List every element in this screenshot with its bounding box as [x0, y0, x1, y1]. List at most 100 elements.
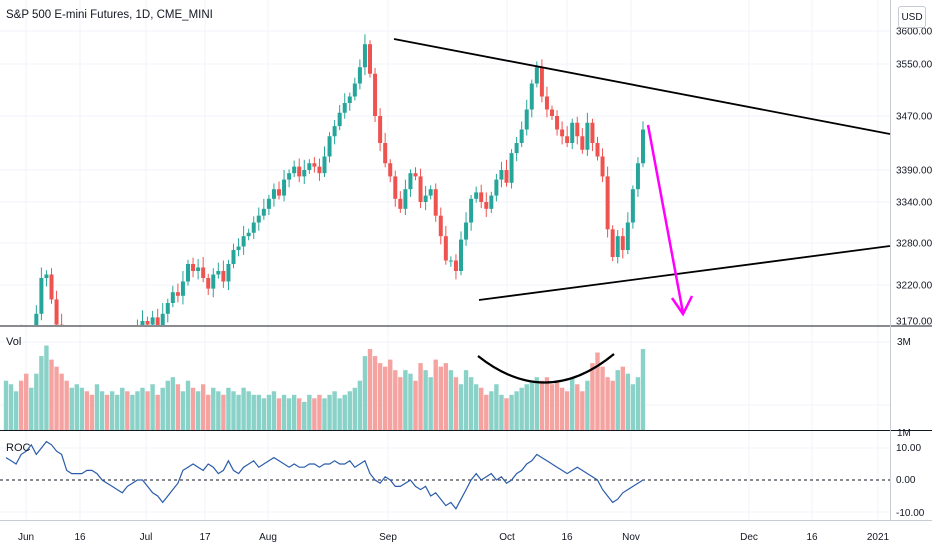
candle-body	[625, 222, 630, 250]
volume-bar	[367, 349, 373, 430]
volume-bar	[468, 377, 474, 430]
volume-bar	[89, 394, 95, 430]
candle-body	[600, 156, 605, 177]
candle-body	[211, 274, 216, 289]
candle-body	[221, 271, 226, 282]
candle-body	[302, 170, 307, 177]
candle-body	[95, 364, 99, 378]
volume-bar	[595, 352, 600, 430]
volume-bar	[549, 384, 555, 430]
candle-body	[206, 278, 211, 289]
candle-body	[635, 163, 640, 190]
time-tick-label: Aug	[259, 532, 277, 543]
price-tick-label: 3340.00	[896, 198, 932, 209]
candle-body	[514, 143, 519, 154]
candle-body	[297, 166, 302, 177]
volume-bar	[34, 373, 39, 430]
candle-body	[357, 67, 362, 84]
time-tick-label: Dec	[740, 532, 758, 543]
candle-body	[469, 198, 474, 223]
candle-body	[560, 129, 565, 137]
volume-bar	[499, 394, 504, 430]
candle-body	[246, 232, 251, 237]
volume-bar	[534, 377, 540, 430]
candle-body	[125, 343, 129, 347]
projection-arrowhead	[670, 295, 694, 317]
candle-body	[175, 292, 180, 296]
volume-bar	[206, 394, 211, 430]
volume-bar	[570, 377, 575, 430]
candle-body	[610, 229, 615, 257]
candle-body	[438, 215, 443, 237]
candle-body	[44, 274, 49, 278]
candle-body	[347, 96, 352, 103]
volume-bar	[160, 387, 165, 430]
price-tick-label: 3470.00	[896, 112, 932, 123]
candle-body	[453, 260, 458, 271]
volume-bar	[175, 384, 181, 430]
roc-panel-label: ROC	[6, 442, 31, 454]
volume-bar	[337, 398, 342, 430]
volume-bar	[236, 394, 241, 430]
volume-bar	[575, 384, 580, 430]
volume-bar	[564, 391, 570, 430]
volume-bar	[13, 391, 19, 430]
candle-body	[499, 170, 504, 180]
volume-bar	[413, 380, 418, 430]
candle-body	[555, 116, 560, 130]
currency-button[interactable]: USD	[898, 6, 926, 28]
volume-bar	[221, 394, 226, 430]
volume-bar	[8, 384, 14, 430]
candle-body	[271, 189, 276, 199]
volume-bar	[271, 391, 277, 430]
price-tick-label: 3280.00	[896, 239, 932, 250]
volume-bar	[125, 391, 130, 430]
price-tick-label: 3550.00	[896, 60, 932, 71]
candle-body	[580, 136, 585, 150]
volume-bar	[377, 363, 383, 430]
volume-bar	[539, 380, 545, 430]
candle-body	[160, 313, 165, 325]
volume-bar	[428, 377, 433, 430]
volume-bar	[418, 363, 423, 430]
volume-bar	[150, 384, 155, 430]
volume-bar	[514, 391, 519, 430]
candle-body	[620, 236, 625, 250]
volume-bar	[494, 384, 499, 430]
volume-bar	[388, 359, 393, 430]
volume-bar	[433, 359, 438, 430]
candle-body	[529, 83, 534, 110]
volume-bar	[231, 391, 236, 430]
candle-body	[519, 129, 524, 143]
candle-body	[135, 328, 139, 335]
candle-body	[403, 189, 408, 209]
candle-body	[352, 83, 357, 97]
volume-bar	[317, 394, 322, 430]
volume-bar	[49, 359, 54, 430]
candle-body	[145, 321, 150, 325]
candle-body	[448, 260, 453, 262]
candle-body	[90, 361, 94, 379]
candle-body	[398, 198, 403, 209]
roc-tick-label: 0.00	[896, 475, 916, 486]
volume-bar	[408, 373, 413, 430]
candle-body	[408, 173, 413, 190]
candle-body	[231, 250, 236, 264]
candle-body	[100, 357, 104, 364]
candle-body	[236, 246, 241, 250]
volume-tick-label: 3M	[897, 337, 911, 348]
candle-body	[59, 324, 64, 325]
chart-title: S&P 500 E-mini Futures, 1D, CME_MINI	[6, 9, 213, 21]
candle-body	[170, 292, 175, 303]
volume-bar	[403, 370, 408, 430]
candle-body	[110, 361, 114, 372]
candle-body	[282, 179, 287, 196]
volume-panel-label: Vol	[6, 336, 22, 348]
volume-bar	[544, 377, 550, 430]
volume-bar	[610, 380, 615, 430]
lower-trendline	[478, 245, 891, 301]
volume-bar	[59, 373, 64, 430]
volume-bar	[226, 387, 231, 430]
candle-body	[226, 264, 231, 282]
